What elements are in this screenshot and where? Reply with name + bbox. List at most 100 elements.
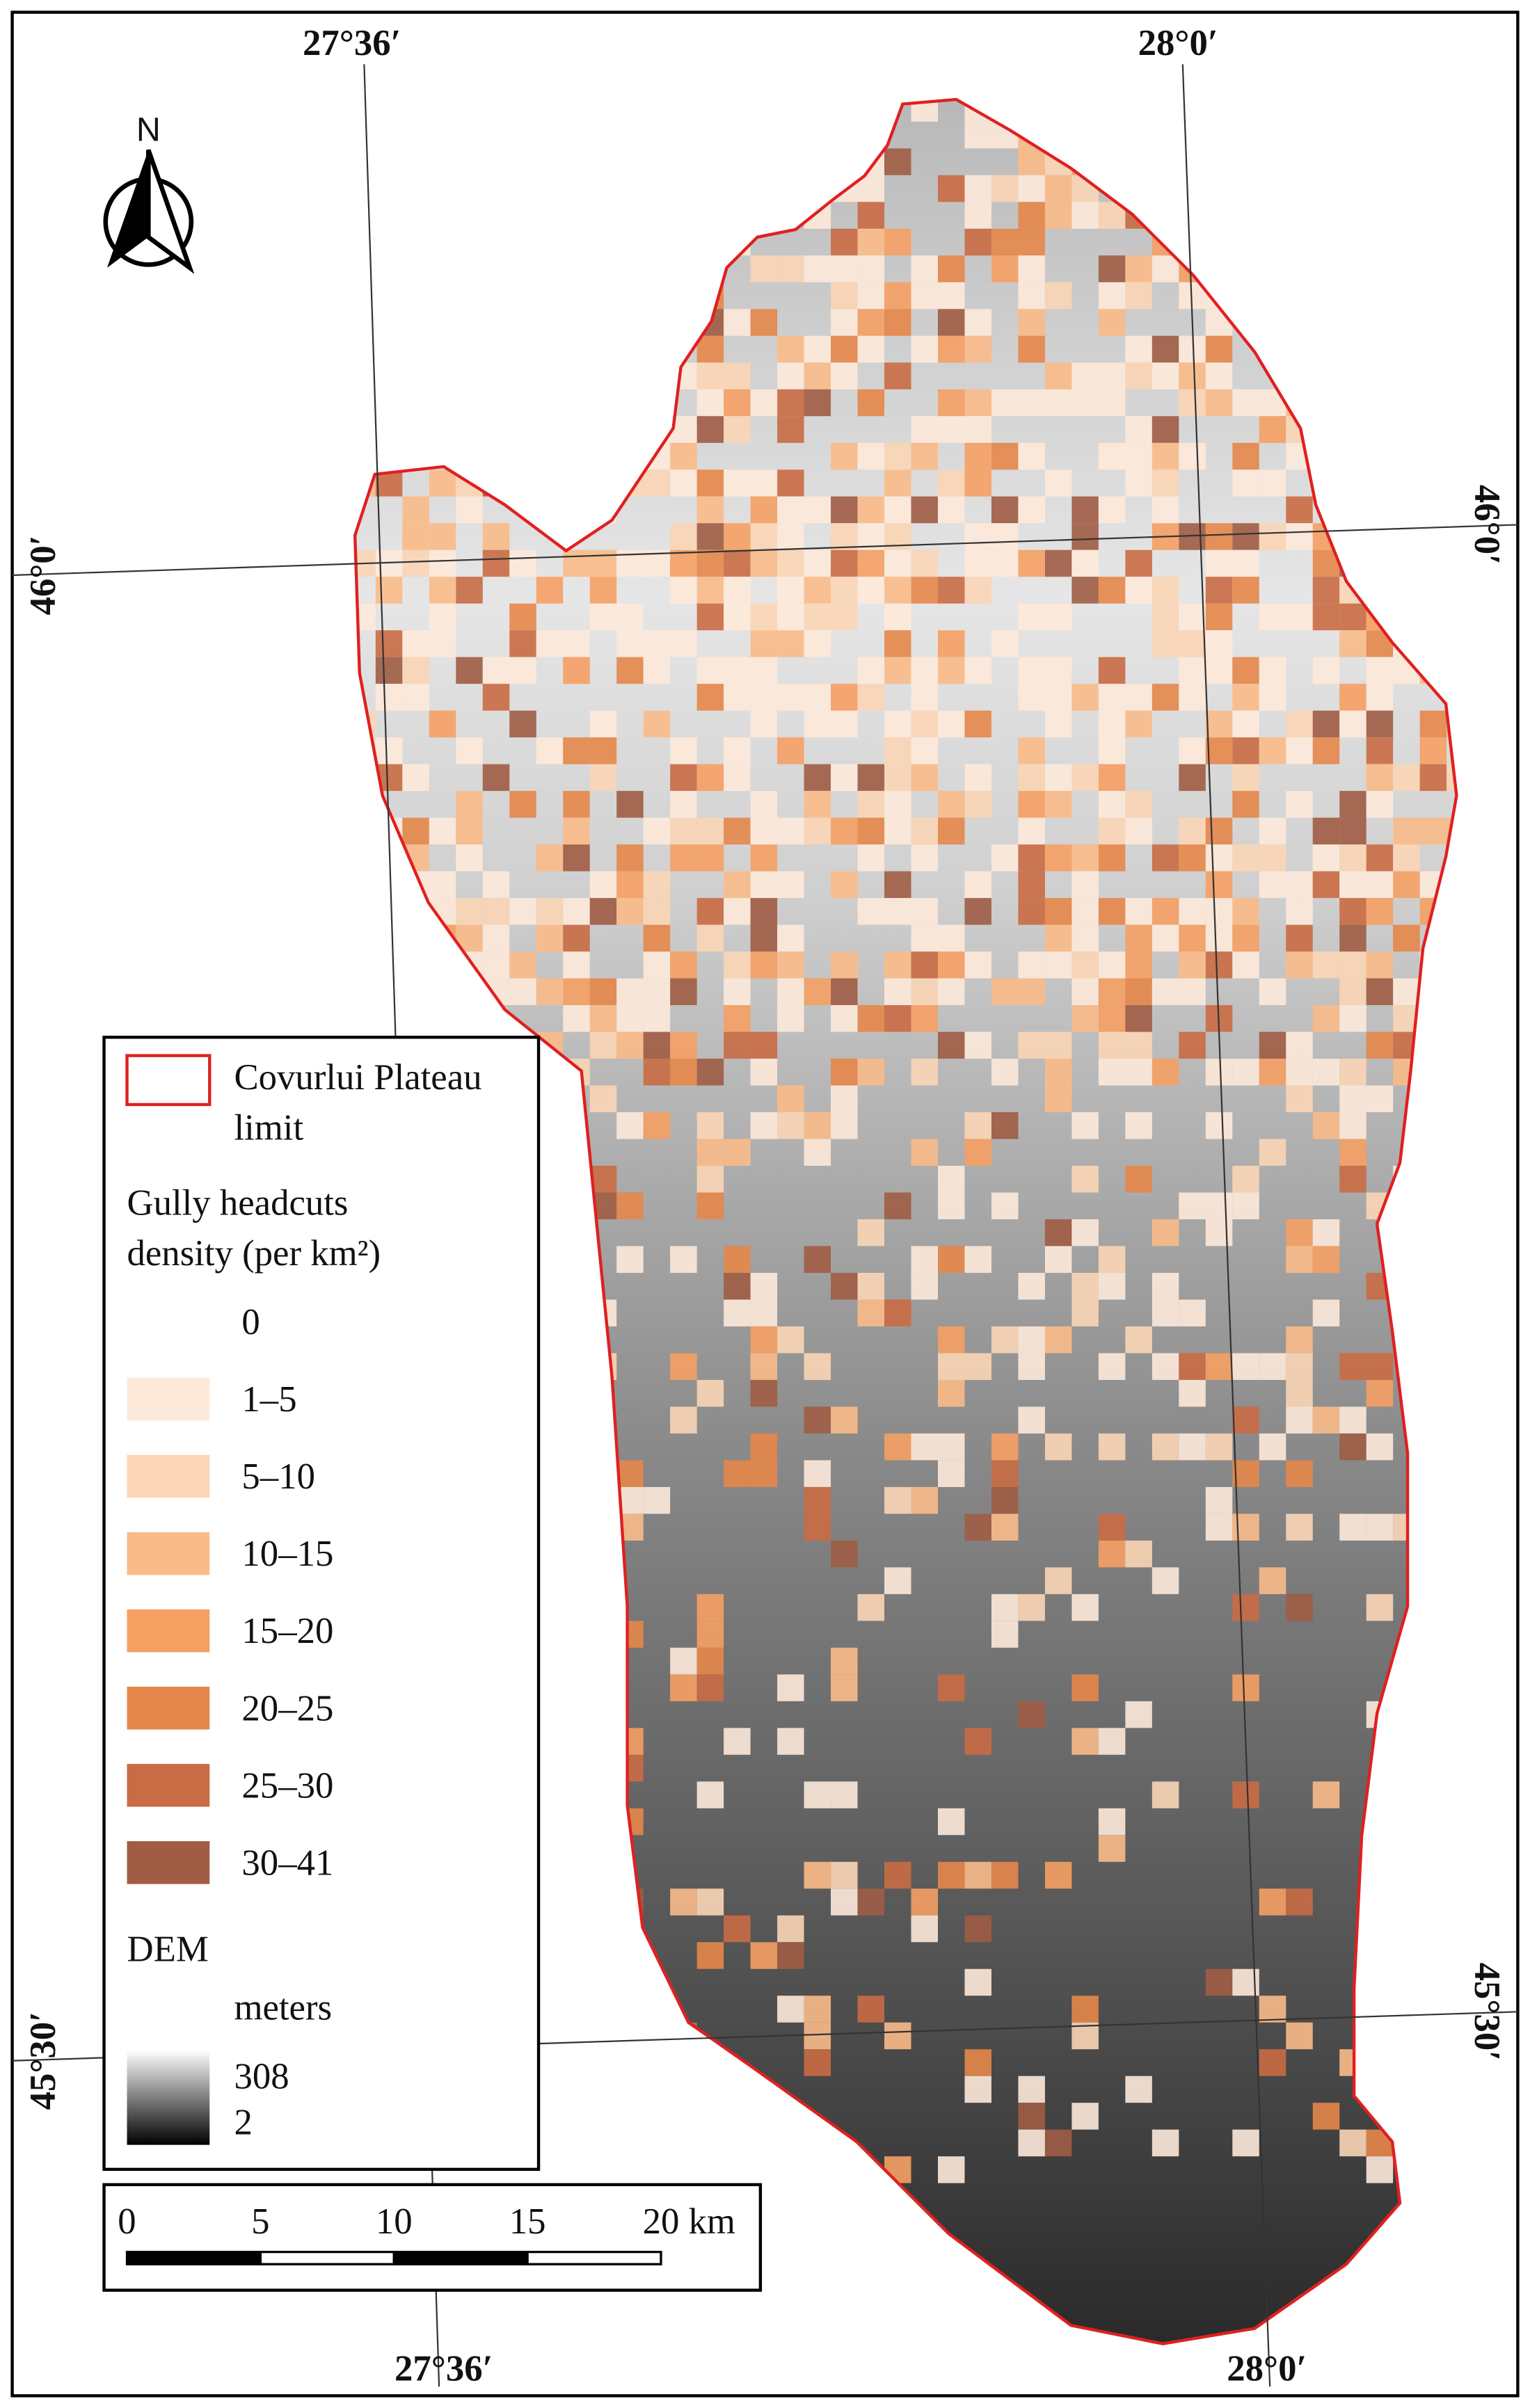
density-cell <box>563 791 590 818</box>
density-cell <box>1286 898 1313 925</box>
density-cell <box>509 898 536 925</box>
graticule-label: 46°0′ <box>1467 485 1507 565</box>
density-cell <box>616 1112 644 1139</box>
density-cell <box>1205 657 1233 684</box>
density-cell <box>724 523 751 550</box>
density-cell <box>1152 362 1179 390</box>
density-cell <box>1286 1406 1313 1434</box>
density-cell <box>1179 737 1206 764</box>
density-cell <box>1339 952 1366 979</box>
density-cell <box>1152 577 1179 604</box>
density-cell <box>1018 496 1045 524</box>
density-cell <box>1339 2129 1366 2157</box>
density-cell <box>724 1246 751 1273</box>
density-cell <box>670 817 697 845</box>
density-cell <box>831 684 858 711</box>
density-cell <box>1179 335 1206 363</box>
density-cell <box>1366 871 1394 899</box>
density-cell <box>1339 684 1366 711</box>
density-cell <box>1152 978 1179 1006</box>
limit-swatch <box>125 1054 212 1107</box>
density-cell <box>857 764 885 792</box>
density-cell <box>724 1272 751 1300</box>
density-cell <box>750 1379 778 1407</box>
density-cell <box>1232 549 1259 577</box>
density-cell <box>831 1647 858 1675</box>
density-cell <box>1286 2022 1313 2050</box>
density-cell <box>1232 389 1259 417</box>
density-cell <box>911 898 938 925</box>
density-cell <box>563 844 590 872</box>
density-cell <box>1018 978 1045 1006</box>
density-cell <box>1044 1219 1072 1246</box>
density-cell <box>696 1781 724 1808</box>
density-cell <box>804 603 831 631</box>
density-cell <box>831 549 858 577</box>
graticule-label: 27°36′ <box>303 23 401 63</box>
density-cell <box>991 1486 1019 1514</box>
density-cell <box>670 1032 697 1059</box>
density-cell <box>1339 978 1366 1006</box>
density-cell <box>750 791 778 818</box>
density-cell <box>1044 202 1072 229</box>
scale-label: 10 <box>376 2201 413 2242</box>
density-cell <box>1339 1112 1366 1139</box>
density-cell <box>1018 1594 1045 1621</box>
density-cell <box>1018 684 1045 711</box>
density-cell <box>964 1032 991 1059</box>
density-cell <box>804 684 831 711</box>
density-cell <box>1125 577 1152 604</box>
density-cell <box>1152 1353 1179 1380</box>
density-cell <box>589 978 617 1006</box>
density-cell <box>1286 710 1313 738</box>
density-cell <box>991 496 1019 524</box>
density-cell <box>937 1433 965 1461</box>
density-cell <box>911 924 938 952</box>
density-cell <box>375 630 403 657</box>
density-cell <box>375 684 403 711</box>
density-cell <box>1205 817 1233 845</box>
density-cell <box>1098 255 1126 282</box>
density-cell <box>804 1486 831 1514</box>
density-cell <box>1098 577 1126 604</box>
density-cell <box>1179 1299 1206 1326</box>
density-cell <box>911 1888 938 1916</box>
legend-label: 10–15 <box>241 1534 333 1574</box>
density-cell <box>991 228 1019 256</box>
density-cell <box>777 978 804 1006</box>
density-cell <box>1071 1166 1099 1193</box>
density-cell <box>724 1032 751 1059</box>
density-cell <box>1286 603 1313 631</box>
density-cell <box>1205 1486 1233 1514</box>
density-cell <box>1098 1728 1126 1755</box>
density-cell <box>750 657 778 684</box>
density-cell <box>696 1166 724 1193</box>
density-cell <box>964 710 991 738</box>
density-cell <box>777 1942 804 1969</box>
density-cell <box>1232 1059 1259 1086</box>
density-cell <box>1312 737 1340 764</box>
density-cell <box>1286 1353 1313 1380</box>
density-cell <box>831 1861 858 1889</box>
density-cell <box>831 335 858 363</box>
dem-ramp <box>127 2050 210 2145</box>
density-cell <box>1205 952 1233 979</box>
density-cell <box>1098 1835 1126 1862</box>
density-cell <box>670 844 697 872</box>
density-cell <box>509 978 536 1006</box>
density-cell <box>1312 657 1340 684</box>
density-cell <box>1125 282 1152 310</box>
density-cell <box>696 416 724 443</box>
density-cell <box>696 1379 724 1407</box>
density-cell <box>670 469 697 497</box>
density-cell <box>1071 202 1099 229</box>
density-cell <box>1205 577 1233 604</box>
density-cell <box>911 710 938 738</box>
density-cell <box>1071 924 1099 952</box>
density-cell <box>964 389 991 417</box>
legend-label: 0 <box>241 1302 260 1342</box>
density-cell <box>1098 684 1126 711</box>
density-cell <box>857 1996 885 2023</box>
density-cell <box>1179 362 1206 390</box>
density-cell <box>964 1353 991 1380</box>
